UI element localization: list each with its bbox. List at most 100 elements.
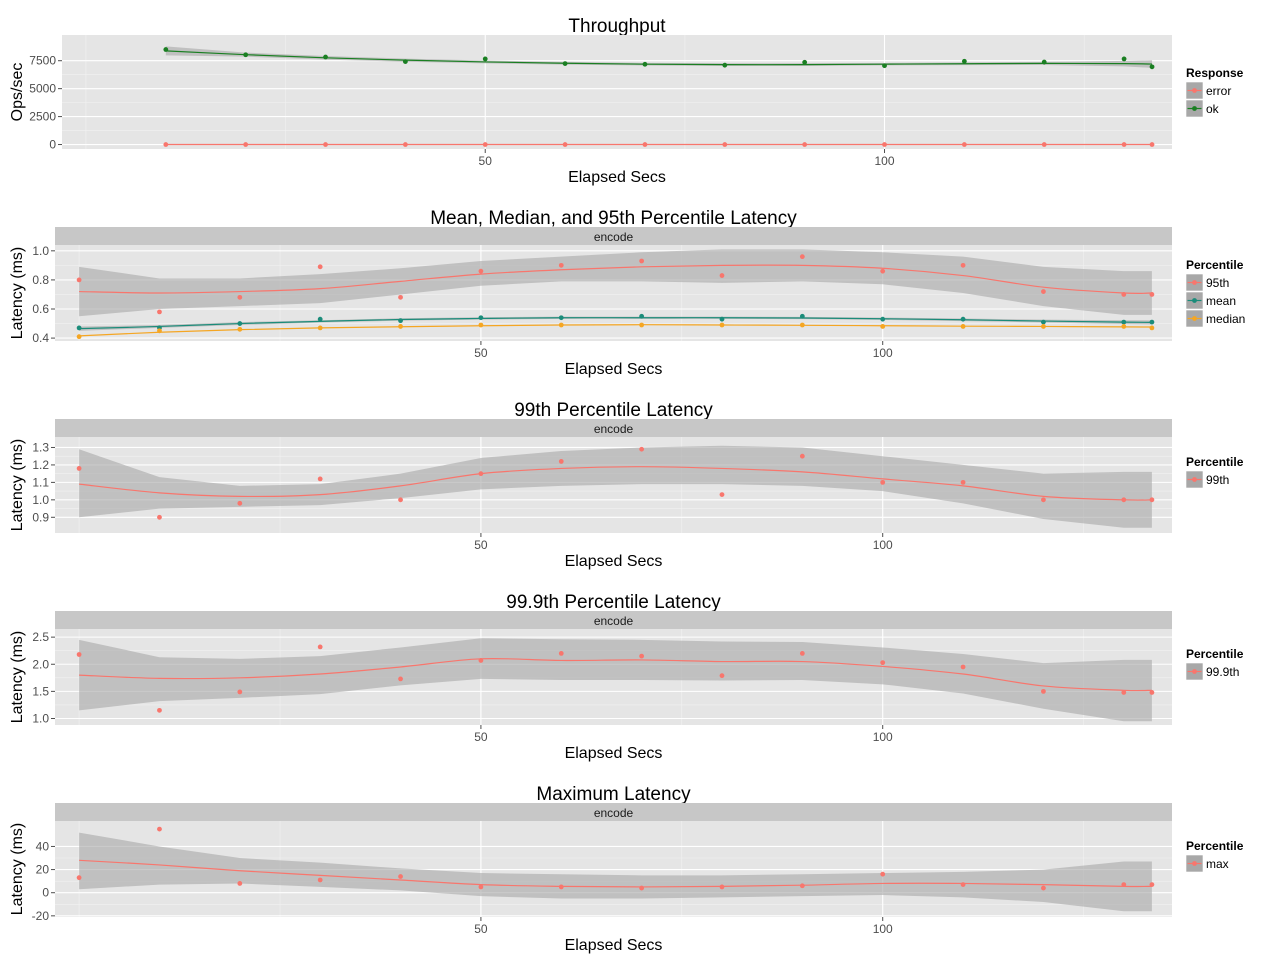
data-point-mean: [317, 316, 323, 322]
data-point-max: [398, 874, 403, 879]
data-point-median: [76, 334, 82, 340]
y-tick-label: 1.0: [32, 711, 49, 725]
confidence-ribbon-ok: [165, 46, 1153, 68]
data-point-ok: [243, 52, 249, 58]
y-tick-label: 1.3: [32, 440, 49, 454]
x-tick-label: 50: [474, 730, 488, 744]
data-point-95th: [237, 294, 243, 300]
data-point-ok: [882, 63, 887, 69]
chart-title: 99.9th Percentile Latency: [506, 592, 721, 613]
data-point-median: [880, 324, 886, 329]
legend-title: Percentile: [1186, 647, 1244, 661]
data-point-error: [482, 142, 488, 147]
legend-label-error: error: [1206, 84, 1231, 98]
data-point-median: [639, 322, 645, 328]
chart-title: Throughput: [568, 16, 666, 37]
data-point-max: [237, 881, 243, 886]
data-point-max: [558, 884, 564, 890]
legend-label-max: max: [1206, 857, 1229, 871]
chart-title: 99th Percentile Latency: [514, 400, 713, 421]
data-point-max: [1121, 882, 1127, 888]
data-point-95th: [1121, 292, 1127, 297]
x-tick-label: 50: [479, 154, 493, 168]
y-tick-label: 0.4: [32, 331, 49, 345]
y-tick-label: 2.5: [32, 630, 49, 644]
data-point-max: [157, 826, 162, 832]
legend-key-point-ok: [1192, 106, 1197, 111]
data-point-mean: [1041, 319, 1046, 325]
data-point-median: [799, 322, 805, 328]
data-point-95th: [639, 258, 645, 264]
chart-panel-2: Mean, Median, and 95th Percentile Latenc…: [9, 208, 1245, 378]
smooth-line-99th: [79, 466, 1152, 501]
data-point-mean: [1121, 319, 1127, 325]
data-point-99th: [1041, 497, 1046, 503]
y-tick-label: 2.0: [32, 657, 49, 671]
data-point-99.9th: [317, 644, 323, 650]
data-point-mean: [960, 316, 966, 322]
y-tick-label: 20: [36, 863, 50, 877]
data-point-99th: [558, 459, 564, 464]
data-point-99th: [76, 466, 82, 471]
y-axis-title: Latency (ms): [9, 247, 26, 339]
facet-strip: [55, 419, 1172, 437]
data-point-99th: [157, 514, 162, 520]
legend-key-point-error: [1192, 88, 1197, 93]
data-point-error: [1149, 142, 1155, 147]
x-axis-title: Elapsed Secs: [565, 745, 663, 762]
x-tick-label: 100: [873, 730, 893, 744]
data-point-max: [719, 884, 725, 890]
data-point-max: [799, 883, 805, 889]
data-point-99th: [880, 479, 886, 485]
data-point-median: [478, 322, 484, 328]
data-point-ok: [1149, 64, 1155, 70]
y-axis-title: Latency (ms): [9, 631, 26, 723]
data-point-ok: [961, 58, 967, 64]
x-tick-label: 50: [474, 346, 488, 360]
y-tick-label: 7500: [29, 54, 56, 68]
data-point-ok: [562, 61, 568, 67]
plot-body: [76, 638, 1155, 722]
x-tick-label: 50: [474, 538, 488, 552]
data-point-mean: [719, 316, 725, 322]
data-point-ok: [482, 56, 488, 62]
y-tick-label: 1.1: [32, 475, 49, 489]
chart-title: Maximum Latency: [536, 784, 691, 805]
data-point-99.9th: [237, 689, 243, 695]
data-point-95th: [478, 268, 484, 274]
data-point-99th: [1121, 497, 1127, 503]
smooth-line-95th: [79, 264, 1152, 295]
data-point-ok: [642, 61, 648, 67]
data-point-95th: [157, 309, 162, 315]
data-point-mean: [1149, 319, 1155, 325]
plot-body: [76, 249, 1155, 340]
data-point-95th: [1149, 292, 1155, 297]
y-axis-title: Latency (ms): [9, 439, 26, 531]
x-tick-label: 100: [873, 922, 893, 936]
y-tick-label: 0: [49, 138, 56, 152]
data-point-median: [398, 324, 403, 329]
data-point-99th: [237, 500, 243, 506]
data-point-99th: [398, 497, 403, 503]
data-point-99th: [799, 453, 805, 459]
data-point-ok: [402, 59, 408, 64]
data-point-99.9th: [76, 652, 82, 657]
data-point-ok: [1041, 59, 1047, 65]
data-point-error: [722, 142, 728, 147]
facet-strip: [55, 803, 1172, 821]
data-point-max: [639, 885, 645, 891]
legend-key-point-max: [1192, 861, 1197, 866]
data-point-99.9th: [1121, 690, 1127, 695]
legend-label-ok: ok: [1206, 102, 1220, 116]
data-point-99th: [1149, 497, 1155, 503]
data-point-99th: [317, 476, 323, 482]
y-tick-label: 0: [42, 886, 49, 900]
legend-key-point-95th: [1192, 280, 1197, 285]
data-point-median: [1121, 324, 1127, 329]
legend-label-99.9th: 99.9th: [1206, 665, 1239, 679]
facet-strip-label: encode: [594, 230, 634, 244]
data-point-max: [478, 884, 484, 890]
x-axis-title: Elapsed Secs: [565, 553, 663, 570]
data-point-99th: [960, 479, 966, 485]
